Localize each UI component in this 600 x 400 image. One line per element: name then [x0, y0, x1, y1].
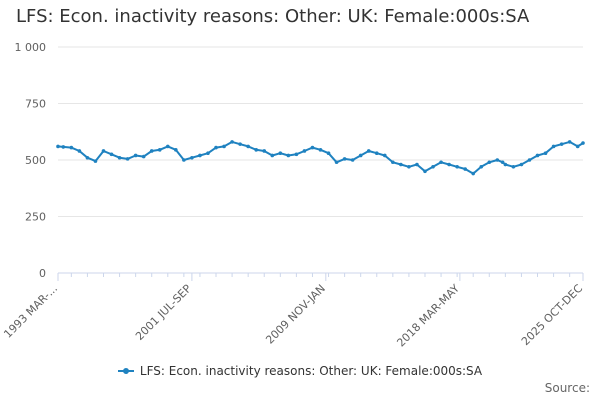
- data-point[interactable]: [198, 153, 202, 158]
- data-point[interactable]: [374, 151, 379, 156]
- chart-title: LFS: Econ. inactivity reasons: Other: UK…: [16, 6, 530, 27]
- data-point[interactable]: [439, 160, 443, 165]
- data-point[interactable]: [447, 162, 451, 167]
- data-point[interactable]: [567, 140, 572, 144]
- data-point[interactable]: [286, 153, 291, 158]
- data-point[interactable]: [77, 149, 82, 153]
- data-point[interactable]: [133, 153, 138, 158]
- data-point[interactable]: [101, 149, 106, 153]
- data-point[interactable]: [56, 144, 60, 149]
- data-point[interactable]: [487, 160, 492, 165]
- data-point[interactable]: [270, 153, 275, 158]
- data-point[interactable]: [503, 162, 508, 167]
- data-point[interactable]: [61, 145, 66, 149]
- data-point[interactable]: [479, 164, 484, 169]
- data-point[interactable]: [391, 160, 395, 165]
- data-point[interactable]: [535, 153, 540, 158]
- data-point[interactable]: [431, 164, 435, 169]
- data-point[interactable]: [581, 141, 585, 145]
- x-tick-label: 2001 JUL-SEP: [133, 282, 194, 343]
- data-point[interactable]: [246, 144, 250, 149]
- x-tick-label: 2025 OCT-DEC: [519, 282, 585, 348]
- y-tick-label: 1 000: [15, 41, 47, 54]
- data-point[interactable]: [366, 149, 371, 153]
- data-point[interactable]: [278, 151, 283, 156]
- y-axis: 0 250 500 750 1 000: [15, 41, 47, 280]
- data-point[interactable]: [358, 153, 363, 158]
- data-point[interactable]: [559, 142, 564, 146]
- data-point[interactable]: [471, 171, 476, 176]
- data-point[interactable]: [342, 157, 347, 161]
- data-point[interactable]: [214, 145, 218, 150]
- source-label: Source:: [544, 381, 590, 395]
- legend-swatch-dot: [122, 368, 129, 374]
- x-tick-label: 2018 MAR-MAY: [394, 282, 462, 350]
- data-point[interactable]: [310, 145, 315, 150]
- legend[interactable]: LFS: Econ. inactivity reasons: Other: UK…: [0, 364, 600, 379]
- data-point[interactable]: [511, 164, 516, 169]
- data-point[interactable]: [174, 148, 178, 152]
- data-point[interactable]: [262, 149, 267, 153]
- data-point[interactable]: [69, 145, 74, 150]
- data-point[interactable]: [463, 167, 467, 171]
- data-point[interactable]: [149, 149, 154, 153]
- data-point[interactable]: [527, 158, 532, 162]
- data-point[interactable]: [141, 154, 146, 159]
- data-point[interactable]: [190, 155, 194, 160]
- data-point[interactable]: [543, 151, 548, 156]
- data-point[interactable]: [165, 144, 170, 149]
- data-point[interactable]: [109, 152, 114, 157]
- data-point[interactable]: [254, 148, 259, 152]
- data-point[interactable]: [125, 157, 130, 161]
- y-tick-label: 250: [25, 211, 46, 224]
- data-point[interactable]: [334, 160, 339, 165]
- data-point[interactable]: [222, 144, 226, 149]
- data-point[interactable]: [318, 148, 323, 152]
- data-point[interactable]: [85, 155, 90, 160]
- data-point[interactable]: [238, 142, 242, 146]
- data-point[interactable]: [519, 162, 524, 167]
- data-point[interactable]: [551, 144, 556, 149]
- data-point[interactable]: [382, 153, 387, 158]
- legend-line-marker-icon: [117, 366, 134, 376]
- data-point[interactable]: [350, 158, 355, 162]
- data-point[interactable]: [399, 162, 403, 167]
- data-point[interactable]: [157, 148, 162, 152]
- series-layer: [56, 140, 585, 176]
- data-point[interactable]: [302, 149, 307, 153]
- y-tick-label: 0: [39, 267, 46, 280]
- data-point[interactable]: [500, 160, 505, 165]
- x-axis: 1993 MAR-... 2001 JUL-SEP 2009 NOV-JAN 2018…: [1, 272, 585, 350]
- data-point[interactable]: [575, 144, 580, 149]
- data-point[interactable]: [230, 140, 234, 144]
- data-point[interactable]: [93, 159, 98, 163]
- data-point[interactable]: [326, 151, 331, 156]
- series-line: [57, 140, 584, 175]
- data-point[interactable]: [407, 164, 411, 169]
- data-point[interactable]: [182, 158, 186, 162]
- gridlines: [58, 46, 583, 274]
- x-tick-label: 2009 NOV-JAN: [263, 282, 328, 347]
- legend-label: LFS: Econ. inactivity reasons: Other: UK…: [139, 364, 483, 378]
- data-point[interactable]: [455, 164, 459, 169]
- y-tick-label: 750: [25, 98, 46, 111]
- data-point[interactable]: [495, 158, 500, 162]
- data-point[interactable]: [423, 169, 427, 174]
- x-tick-label: 1993 MAR-...: [1, 282, 60, 341]
- data-point[interactable]: [117, 155, 122, 160]
- data-point[interactable]: [294, 152, 299, 157]
- data-point[interactable]: [206, 151, 210, 156]
- data-point[interactable]: [415, 162, 419, 167]
- y-tick-label: 500: [25, 154, 46, 167]
